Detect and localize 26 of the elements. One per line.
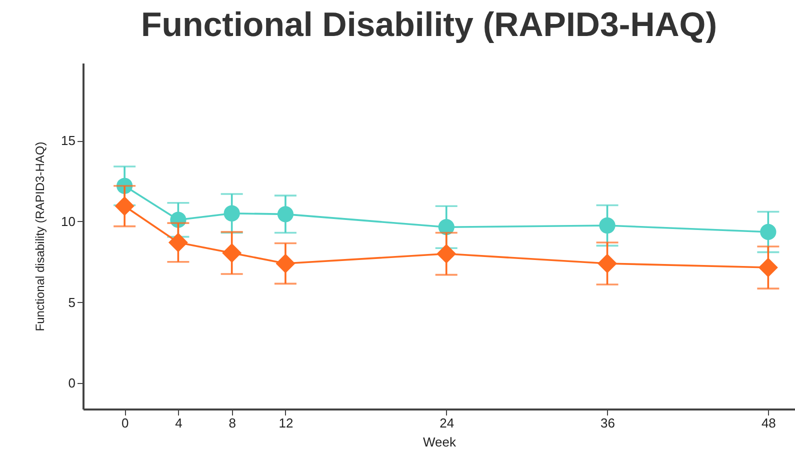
point bbox=[114, 196, 134, 216]
point bbox=[760, 224, 776, 240]
point bbox=[277, 206, 294, 222]
x-tick-label: 8 bbox=[228, 416, 236, 430]
point bbox=[222, 243, 242, 263]
y-tick-label: 5 bbox=[68, 294, 76, 310]
point bbox=[168, 232, 188, 252]
y-tick-label: 10 bbox=[61, 214, 76, 229]
y-tick-label: 15 bbox=[61, 133, 76, 148]
x-tick-label: 24 bbox=[440, 416, 454, 430]
point bbox=[436, 244, 456, 264]
point bbox=[438, 219, 454, 236]
x-axis-title: Week bbox=[423, 434, 456, 450]
point bbox=[224, 205, 240, 222]
point bbox=[758, 258, 778, 278]
x-tick-label: 0 bbox=[121, 416, 129, 430]
y-tick-label: 0 bbox=[68, 376, 76, 391]
x-tick-label: 12 bbox=[278, 416, 294, 430]
y-axis-title: Functional disability (RAPID3-HAQ) bbox=[33, 142, 48, 332]
x-tick-label: 4 bbox=[175, 416, 182, 430]
point bbox=[599, 217, 616, 234]
point bbox=[598, 254, 618, 274]
x-tick-label: 48 bbox=[761, 416, 776, 430]
point bbox=[276, 254, 296, 274]
x-tick-label: 36 bbox=[600, 416, 616, 430]
chart-title: Functional Disability (RAPID3-HAQ) bbox=[140, 6, 718, 44]
